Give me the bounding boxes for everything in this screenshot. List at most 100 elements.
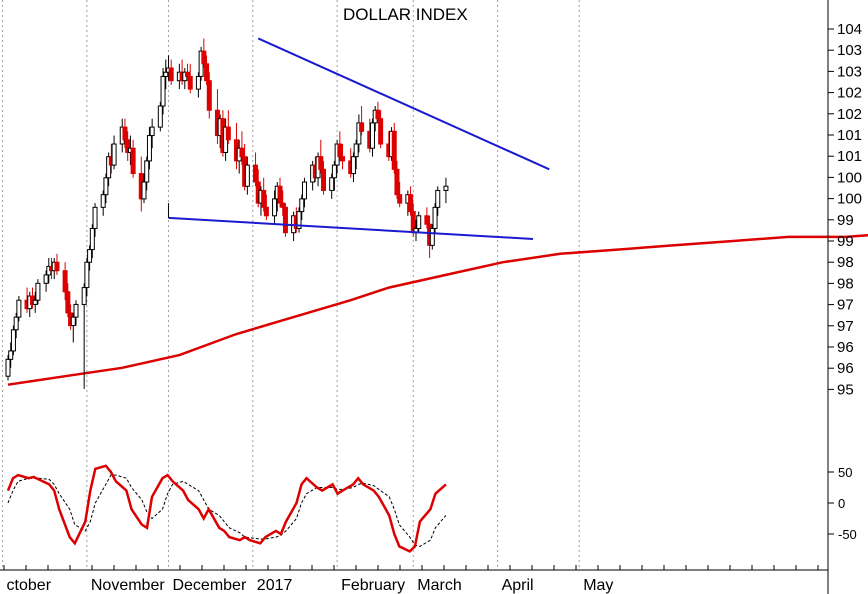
y-tick-label: 103 xyxy=(837,63,862,80)
candle-body xyxy=(54,261,60,272)
candle-body xyxy=(5,358,11,377)
candle-body xyxy=(261,189,267,208)
candle-body xyxy=(141,181,147,200)
candle-body xyxy=(35,282,41,301)
x-tick-label: March xyxy=(417,577,461,594)
candle-body xyxy=(369,122,375,149)
candle-body xyxy=(185,71,191,77)
candle-body xyxy=(356,122,362,145)
y-tick-label: 102 xyxy=(837,85,862,102)
candle-body xyxy=(149,126,155,137)
candle-body xyxy=(359,122,365,132)
y-tick-label: 96 xyxy=(837,360,854,377)
y-tick-label: 101 xyxy=(837,148,862,165)
candle-body xyxy=(62,270,68,293)
x-tick-label: May xyxy=(583,577,613,594)
x-tick-label: December xyxy=(172,577,246,594)
candle-body xyxy=(81,287,87,305)
x-tick-label: February xyxy=(341,577,405,594)
lower-trendline xyxy=(168,216,534,240)
candle-body xyxy=(443,185,449,191)
moving-average-layer xyxy=(7,234,868,386)
candle-body xyxy=(331,164,337,179)
oscillator-layer xyxy=(6,464,447,553)
candle-body xyxy=(394,168,400,196)
candle-body xyxy=(73,303,79,318)
candle-body xyxy=(321,168,327,191)
candle-body xyxy=(408,194,414,213)
y-tick-label: 100 xyxy=(837,169,862,186)
candle-body xyxy=(87,249,93,263)
trendline-layer xyxy=(167,37,550,240)
y-tick-label: 103 xyxy=(837,42,862,59)
upper-trendline xyxy=(257,37,550,171)
candle-body xyxy=(144,160,150,183)
candle-body xyxy=(340,156,346,162)
y-tick-label: 97 xyxy=(837,297,854,314)
candle-body xyxy=(16,299,22,318)
y-tick-label: 98 xyxy=(837,275,854,292)
candle-body xyxy=(299,198,305,213)
candle-body xyxy=(263,206,269,217)
x-tick-label: 2017 xyxy=(257,577,293,594)
candle-body xyxy=(272,198,278,217)
candle-body xyxy=(111,143,117,166)
candle-body xyxy=(277,185,283,204)
candle-body xyxy=(296,211,302,229)
candle-body xyxy=(301,181,307,200)
candle-body xyxy=(106,156,112,179)
candle-body xyxy=(195,75,201,90)
candle-body xyxy=(157,105,163,128)
y-tick-label: 104 xyxy=(837,21,862,38)
candle-body xyxy=(397,194,403,204)
candle-body xyxy=(130,147,136,175)
y-tick-label: 98 xyxy=(837,254,854,271)
candle-body xyxy=(282,206,288,234)
candle-body xyxy=(100,194,106,208)
candle-body xyxy=(253,164,259,183)
candle-body xyxy=(416,215,422,229)
y-tick-label: 100 xyxy=(837,191,862,208)
oscillator-main-line xyxy=(6,464,447,553)
y-axis: 104 103 103 102 102 101 101 100 100 99 99 98 98 97 97 9… xyxy=(827,0,862,594)
moving-average-line xyxy=(7,234,868,386)
candle-body xyxy=(70,316,76,327)
oscillator-signal-line xyxy=(7,474,447,547)
x-axis: ctober November December 2017 February March A… xyxy=(0,565,828,594)
candle-body xyxy=(125,139,131,153)
y-tick-label: 102 xyxy=(837,106,862,123)
candle-body xyxy=(244,164,250,187)
candle-body xyxy=(89,227,95,251)
y-tick-label: 95 xyxy=(837,381,854,398)
candle-body xyxy=(375,109,381,120)
candle-body xyxy=(8,350,14,360)
candle-body xyxy=(280,202,286,208)
candle-body xyxy=(168,67,174,82)
candle-body xyxy=(163,71,169,77)
candle-body xyxy=(201,50,207,65)
y-tick-label: 99 xyxy=(837,212,854,229)
candle-body xyxy=(391,130,397,170)
candle-body xyxy=(378,118,384,145)
candle-body xyxy=(84,261,90,289)
candle-body xyxy=(103,177,109,196)
osc-y-tick-label: 0 xyxy=(838,496,845,511)
candlestick-layer xyxy=(5,38,449,389)
candle-body xyxy=(160,75,166,107)
x-tick-label: ctober xyxy=(7,577,52,594)
candle-body xyxy=(32,299,38,305)
candle-body xyxy=(239,147,245,158)
candle-body xyxy=(429,227,435,246)
y-tick-label: 96 xyxy=(837,339,854,356)
y-tick-label: 99 xyxy=(837,233,854,250)
chart-title: DOLLAR INDEX xyxy=(343,5,468,24)
y-tick-label: 101 xyxy=(837,127,862,144)
osc-y-tick-label: 50 xyxy=(838,465,852,480)
candle-body xyxy=(435,189,441,208)
candle-body xyxy=(43,274,49,284)
grid-lines xyxy=(2,0,829,570)
y-tick-label: 97 xyxy=(837,318,854,335)
candle-body xyxy=(353,143,359,158)
candle-body xyxy=(206,80,212,111)
